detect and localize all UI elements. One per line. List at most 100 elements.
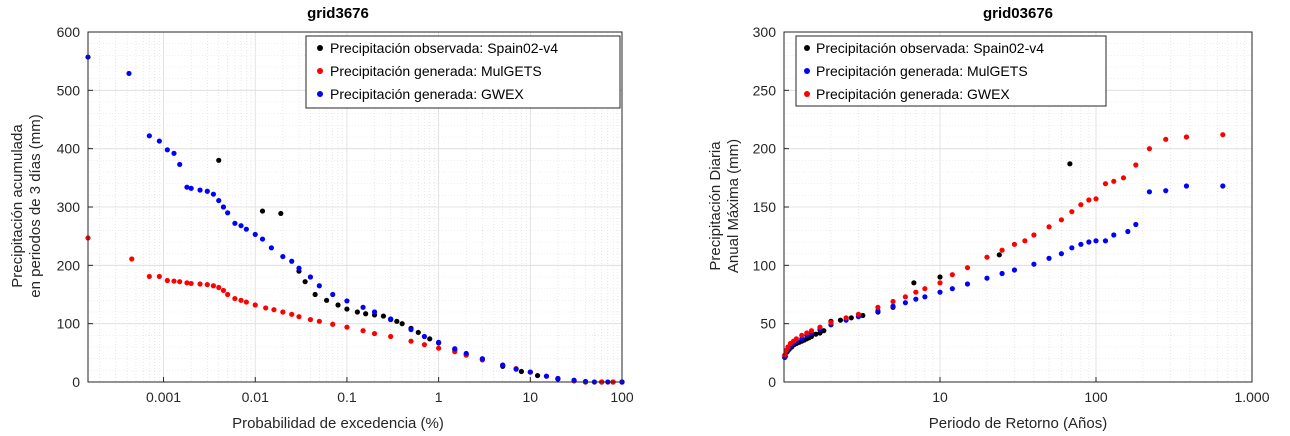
left-series-0-point — [399, 321, 405, 327]
left-series-0-point — [427, 336, 433, 342]
right-series-1-point — [1058, 251, 1064, 257]
right-y-tick-label: 150 — [753, 199, 777, 215]
right-series-1-point — [1163, 188, 1169, 194]
left-series-2-point — [252, 231, 258, 238]
left-series-1-point — [156, 273, 162, 280]
left-series-1-point — [129, 256, 135, 262]
left-series-2-point — [259, 236, 266, 242]
right-series-1-point — [937, 289, 943, 295]
right-chart: grid03676 10 100 1.000 0 50 100 150 200 250 300 P… — [707, 5, 1270, 432]
right-series-0-point — [911, 280, 917, 286]
left-series-2-point — [555, 375, 561, 382]
left-x-tick-label: 0.001 — [146, 389, 181, 405]
right-series-2-point — [875, 304, 881, 310]
left-legend-label-gwex: Precipitación generada: GWEX — [330, 86, 524, 102]
right-series-1-point — [1111, 232, 1117, 238]
right-legend-label-gwex: Precipitación generada: GWEX — [816, 86, 1010, 102]
left-series-2-point — [268, 245, 274, 251]
left-series-0-point — [259, 208, 266, 214]
left-legend-marker-observed — [317, 45, 323, 51]
right-series-0-point — [837, 317, 844, 323]
right-series-2-point — [843, 315, 849, 321]
left-series-1-point — [188, 280, 194, 287]
left-series-1-point — [296, 314, 302, 320]
left-series-2-point — [184, 184, 190, 190]
left-series-1-point — [421, 342, 428, 348]
right-y-tick-label: 300 — [753, 24, 777, 40]
right-series-2-point — [964, 265, 971, 271]
right-legend-marker-mulgets — [804, 68, 810, 74]
right-series-0-point — [813, 331, 819, 337]
left-series-1-point — [220, 287, 227, 294]
left-series-2-point — [527, 369, 533, 375]
right-series-2-point — [1011, 241, 1018, 247]
left-series-1-point — [388, 333, 394, 340]
left-series-0-point — [312, 291, 318, 298]
right-series-2-point — [804, 330, 810, 336]
right-series-2-point — [1058, 217, 1064, 223]
left-x-tick-label: 0.01 — [242, 389, 269, 405]
left-series-1-point — [216, 284, 222, 291]
right-y-axis-label-line1: Precipitación Diaria — [707, 141, 724, 271]
left-series-1-point — [210, 283, 217, 289]
left-series-2-point — [408, 326, 414, 333]
right-series-1-point — [1069, 245, 1075, 251]
left-series-2-point — [388, 316, 394, 322]
left-series-2-point — [210, 191, 217, 197]
left-series-0-point — [344, 306, 350, 312]
right-series-1-point — [949, 286, 955, 292]
right-series-2-point — [1163, 136, 1169, 142]
right-y-tick-label: 250 — [753, 82, 777, 98]
right-legend-label-observed: Precipitación observada: Spain02-v4 — [816, 40, 1044, 56]
left-series-2-point — [307, 274, 314, 280]
left-series-2-point — [146, 133, 152, 139]
right-series-1-point — [1146, 189, 1153, 195]
right-series-2-point — [1146, 146, 1153, 152]
right-series-2-point — [1111, 178, 1117, 184]
left-series-0-point — [534, 372, 541, 379]
right-series-2-point — [1022, 238, 1028, 244]
left-series-2-point — [220, 204, 227, 210]
left-series-2-point — [188, 185, 194, 191]
right-series-2-point — [937, 280, 943, 286]
right-series-2-point — [890, 298, 896, 305]
right-series-2-point — [1031, 232, 1037, 238]
left-series-2-point — [296, 265, 302, 271]
right-series-1-point — [1031, 261, 1037, 267]
right-x-axis-label: Periodo de Retorno (Años) — [929, 415, 1107, 432]
left-series-2-point — [330, 291, 336, 298]
right-series-0-point — [937, 274, 943, 280]
right-series-2-point — [1046, 224, 1052, 230]
right-series-0-point — [860, 312, 866, 319]
right-series-1-point — [1086, 239, 1092, 245]
left-series-1-point — [232, 295, 238, 302]
left-series-0-point — [354, 309, 360, 315]
right-series-2-point — [817, 324, 823, 330]
left-series-1-point — [360, 328, 366, 334]
left-series-1-point — [164, 277, 170, 284]
left-series-1-point — [171, 278, 177, 284]
left-legend-label-mulgets: Precipitación generada: MulGETS — [330, 63, 542, 79]
left-series-0-point — [278, 210, 284, 217]
left-legend-label-observed: Precipitación observada: Spain02-v4 — [330, 40, 558, 56]
right-x-tick-label: 100 — [1084, 389, 1108, 405]
left-series-2-point — [500, 362, 506, 368]
right-legend-box — [795, 35, 1107, 107]
left-x-tick-label: 0.1 — [337, 389, 357, 405]
right-series-1-point — [999, 270, 1005, 277]
left-series-0-point — [518, 368, 525, 375]
left-series-2-point — [463, 350, 469, 357]
right-legend: Precipitación observada: Spain02-v4 Prec… — [795, 35, 1107, 107]
left-series-2-point — [344, 298, 350, 304]
left-series-2-point — [164, 147, 170, 153]
left-series-2-point — [204, 188, 210, 194]
right-series-0-point — [996, 252, 1002, 258]
right-series-2-point — [828, 319, 834, 326]
right-series-1-point — [913, 296, 919, 302]
right-series-2-point — [999, 247, 1005, 253]
right-series-2-point — [922, 286, 928, 292]
right-series-2-point — [1069, 209, 1075, 215]
left-x-tick-label: 10 — [523, 389, 539, 405]
left-series-2-point — [479, 356, 485, 362]
